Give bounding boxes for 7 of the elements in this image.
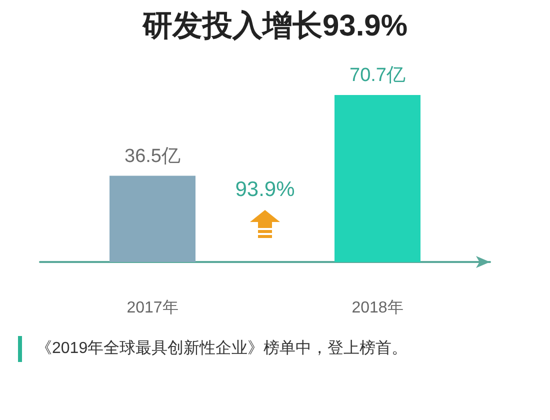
x-tick-label: 2017年 <box>126 300 178 316</box>
data-label: 36.5亿 <box>124 146 180 167</box>
annotation: 93.9% <box>235 178 295 202</box>
text: 《2019年全球最具创新性企业》榜单中，登上榜首。 <box>36 338 408 359</box>
data-label: 70.7亿 <box>350 64 406 86</box>
chart-title: 研发投入增长93.9% <box>141 10 408 42</box>
x-tick-label: 2018年 <box>352 300 404 316</box>
